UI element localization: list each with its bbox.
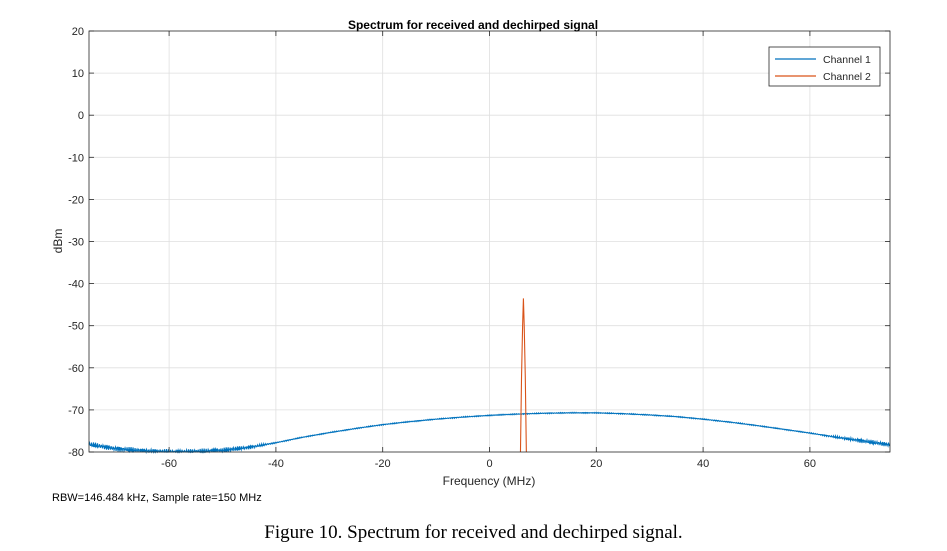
legend-box <box>768 46 881 87</box>
y-tick-label: 0 <box>78 110 84 122</box>
series-line-channel-2 <box>519 298 527 453</box>
legend-label-channel-2: Channel 2 <box>823 71 871 83</box>
y-tick-labels: 20 10 0 -10 -20 -30 -40 -50 -60 -70 -80 <box>68 26 84 459</box>
spectrum-chart: -60 -40 -20 0 20 40 60 20 10 0 -10 -20 -30 -40 -50 -60… <box>51 18 891 488</box>
y-tick-label: -60 <box>68 363 84 375</box>
chart-title: Spectrum for received and dechirped sign… <box>348 18 598 32</box>
figure-caption: Figure 10. Spectrum for received and dec… <box>264 522 683 543</box>
y-tick-label: -70 <box>68 405 84 417</box>
y-tick-label: -20 <box>68 194 84 206</box>
x-tick-label: -40 <box>268 458 284 470</box>
axis-ticks <box>89 30 890 453</box>
y-tick-label: -50 <box>68 321 84 333</box>
legend-label-channel-1: Channel 1 <box>823 54 871 66</box>
x-tick-label: 60 <box>804 458 816 470</box>
y-tick-label: -80 <box>68 447 84 459</box>
series-layer <box>88 298 891 455</box>
grid-lines <box>89 31 890 452</box>
y-axis-label: dBm <box>51 229 65 254</box>
y-tick-label: -40 <box>68 279 84 291</box>
series-line-channel-1 <box>88 411 891 455</box>
x-tick-label: -60 <box>161 458 177 470</box>
x-tick-label: 0 <box>486 458 492 470</box>
y-tick-label: 10 <box>72 68 84 80</box>
x-tick-label: 40 <box>697 458 709 470</box>
x-axis-label: Frequency (MHz) <box>443 474 536 488</box>
y-tick-label: 20 <box>72 26 84 38</box>
y-tick-label: -30 <box>68 237 84 249</box>
x-tick-labels: -60 -40 -20 0 20 40 60 <box>161 458 816 470</box>
footnote-rbw-sample-rate: RBW=146.484 kHz, Sample rate=150 MHz <box>52 492 262 504</box>
x-tick-label: -20 <box>375 458 391 470</box>
legend: Channel 1 Channel 2 <box>768 46 881 87</box>
x-tick-label: 20 <box>590 458 602 470</box>
y-tick-label: -10 <box>68 152 84 164</box>
